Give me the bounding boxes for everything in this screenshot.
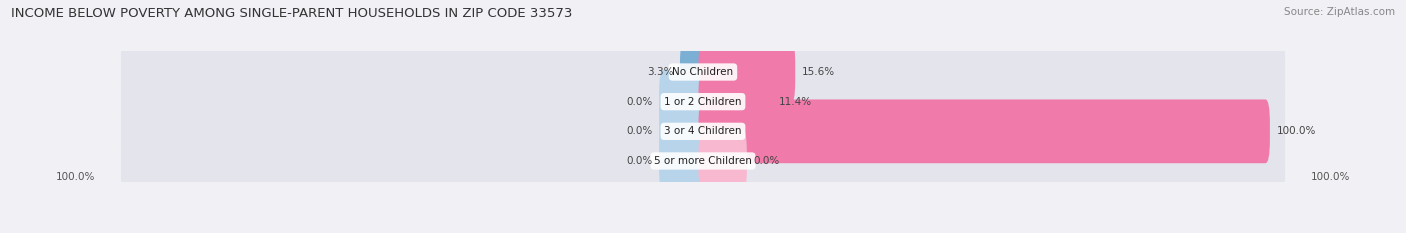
FancyBboxPatch shape — [699, 40, 796, 104]
FancyBboxPatch shape — [659, 99, 707, 163]
Text: 100.0%: 100.0% — [1310, 172, 1350, 182]
FancyBboxPatch shape — [699, 70, 772, 134]
FancyBboxPatch shape — [121, 105, 1285, 217]
Text: 11.4%: 11.4% — [779, 97, 811, 107]
Text: 0.0%: 0.0% — [626, 126, 652, 136]
Text: 15.6%: 15.6% — [801, 67, 835, 77]
Text: 0.0%: 0.0% — [754, 156, 780, 166]
FancyBboxPatch shape — [121, 16, 1285, 128]
Text: Source: ZipAtlas.com: Source: ZipAtlas.com — [1284, 7, 1395, 17]
Text: INCOME BELOW POVERTY AMONG SINGLE-PARENT HOUSEHOLDS IN ZIP CODE 33573: INCOME BELOW POVERTY AMONG SINGLE-PARENT… — [11, 7, 572, 20]
Text: 100.0%: 100.0% — [56, 172, 96, 182]
Text: 0.0%: 0.0% — [626, 97, 652, 107]
Text: 3.3%: 3.3% — [647, 67, 673, 77]
Text: 1 or 2 Children: 1 or 2 Children — [664, 97, 742, 107]
FancyBboxPatch shape — [659, 129, 707, 193]
Text: 5 or more Children: 5 or more Children — [654, 156, 752, 166]
FancyBboxPatch shape — [699, 99, 1270, 163]
FancyBboxPatch shape — [659, 70, 707, 134]
Text: No Children: No Children — [672, 67, 734, 77]
FancyBboxPatch shape — [121, 76, 1285, 187]
Text: 3 or 4 Children: 3 or 4 Children — [664, 126, 742, 136]
FancyBboxPatch shape — [681, 40, 707, 104]
Text: 0.0%: 0.0% — [626, 156, 652, 166]
Text: 100.0%: 100.0% — [1277, 126, 1316, 136]
FancyBboxPatch shape — [699, 129, 747, 193]
FancyBboxPatch shape — [121, 46, 1285, 157]
